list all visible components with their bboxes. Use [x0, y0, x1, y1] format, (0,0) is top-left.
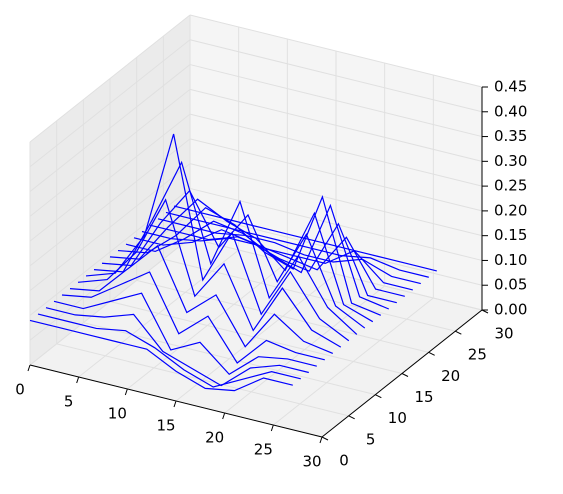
x-tick-label: 5	[64, 393, 74, 411]
wire-line	[85, 133, 350, 342]
grid-line	[189, 88, 483, 162]
wire-line	[125, 203, 390, 310]
z-tick-label: 0.35	[494, 127, 527, 145]
x-tick	[222, 412, 226, 420]
z-tick-label: 0.05	[494, 276, 527, 294]
y-tick-label: 15	[414, 388, 433, 406]
wire-line	[29, 319, 293, 392]
x-tick-label: 30	[302, 453, 321, 471]
grid-line	[29, 64, 191, 192]
y-tick-label: 10	[388, 409, 407, 427]
wire-line	[77, 198, 342, 348]
grid-line	[189, 39, 483, 113]
wire-line	[93, 160, 358, 335]
grid-line	[189, 113, 483, 187]
grid-line	[29, 14, 191, 143]
x-tick	[319, 436, 323, 444]
wire-line	[69, 244, 334, 355]
y-tick-label: 30	[494, 325, 513, 343]
z-tick-label: 0.25	[494, 177, 527, 195]
y-tick-label: 25	[468, 346, 487, 364]
x-tick	[173, 400, 177, 408]
z-tick-label: 0.20	[494, 201, 527, 219]
grid-line	[29, 88, 191, 217]
x-tick-label: 0	[15, 381, 25, 399]
x-tick-label: 15	[156, 417, 175, 435]
wire-line	[165, 211, 429, 278]
grid-line	[29, 113, 191, 242]
grid-line	[189, 64, 483, 138]
y-tick	[428, 351, 435, 356]
wire-line	[37, 313, 301, 388]
x-tick-label: 10	[108, 405, 127, 423]
grid-line	[29, 163, 191, 292]
wire-line	[149, 224, 413, 291]
z-tick-label: 0.10	[494, 251, 527, 269]
wire-line	[173, 205, 437, 272]
grid-line	[29, 138, 191, 267]
wire-line	[53, 292, 317, 376]
wire-line	[101, 189, 366, 329]
grid-line	[29, 188, 191, 316]
x-tick	[124, 388, 128, 396]
y-tick	[348, 415, 355, 420]
x-tick	[27, 364, 31, 372]
axis-line	[29, 364, 323, 438]
wire-line	[141, 230, 405, 297]
y-tick	[401, 373, 409, 377]
x-tick-label: 20	[205, 429, 224, 447]
axis-line	[321, 309, 483, 438]
z-tick-label: 0.00	[494, 301, 527, 319]
grid-line	[29, 39, 191, 168]
y-tick-label: 5	[366, 430, 376, 448]
y-tick	[375, 394, 382, 399]
wire-line	[61, 271, 325, 364]
z-tick-label: 0.40	[494, 102, 527, 120]
grid-line	[189, 138, 483, 212]
grid-line	[189, 14, 483, 88]
y-tick	[455, 330, 462, 335]
grid-line	[136, 279, 429, 353]
grid-line	[109, 301, 403, 374]
x-tick-label: 25	[254, 441, 273, 459]
y-tick	[321, 436, 329, 441]
z-tick-label: 0.15	[494, 226, 527, 244]
grid-line	[163, 258, 456, 332]
z-tick-label: 0.45	[494, 78, 527, 96]
grid-line	[189, 163, 483, 237]
y-tick-label: 20	[441, 367, 460, 385]
grid-line	[56, 343, 349, 417]
y-tick-label: 0	[339, 452, 349, 470]
z-tick-label: 0.30	[494, 152, 527, 170]
x-tick	[270, 424, 274, 432]
x-tick	[76, 376, 80, 384]
wire-line	[157, 218, 421, 285]
wire-line	[45, 307, 309, 387]
